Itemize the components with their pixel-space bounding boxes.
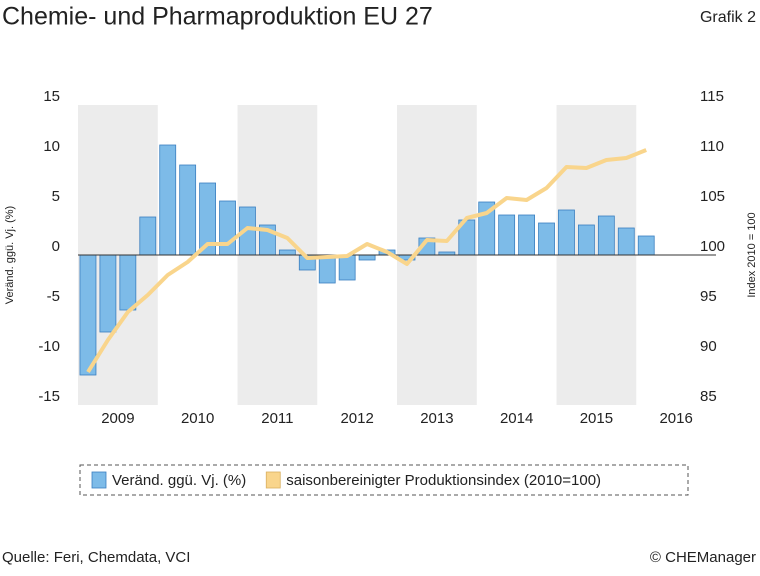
bar [159, 144, 177, 256]
bar [578, 224, 595, 256]
x-tick-label: 2012 [340, 410, 373, 427]
y-axis-title: Veränd. ggü. Vj. (%) [4, 206, 16, 304]
bar [79, 254, 97, 376]
source: Quelle: Feri, Chemdata, VCI [2, 549, 190, 566]
bar [338, 254, 356, 281]
x-tick-label: 2011 [261, 410, 293, 427]
y-tick-label: -10 [38, 338, 60, 355]
x-tick-label: 2014 [500, 410, 533, 427]
bar [617, 227, 635, 256]
y2-tick-label: 105 [700, 188, 725, 205]
x-tick-label: 2015 [580, 410, 613, 427]
x-tick-label: 2010 [181, 410, 214, 427]
legend-box [79, 464, 689, 496]
bar [498, 214, 516, 256]
bar [358, 254, 376, 261]
legend-swatch [265, 471, 281, 489]
title: Chemie- und Pharmaproduktion EU 27 [2, 3, 433, 31]
x-tick-label: 2016 [659, 410, 692, 427]
bar [179, 164, 197, 256]
bar [597, 215, 615, 256]
y2-tick-label: 95 [700, 288, 717, 305]
y2-tick-label: 100 [700, 238, 725, 255]
bar [99, 254, 117, 333]
y-tick-label: 5 [52, 188, 60, 205]
legend-label: Veränd. ggü. Vj. (%) [112, 472, 246, 489]
y-tick-label: 0 [52, 238, 60, 255]
y2-axis-title: Index 2010 = 100 [746, 212, 758, 297]
y-tick-label: -15 [38, 388, 60, 405]
y-tick-label: 10 [43, 138, 60, 155]
line [86, 148, 647, 374]
grafik-label: Grafik 2 [700, 9, 756, 26]
legend-swatch [91, 471, 107, 489]
y2-tick-label: 110 [700, 138, 724, 155]
legend-label: saisonbereinigter Produktionsindex (2010… [286, 472, 601, 489]
bar [538, 222, 555, 256]
bar [139, 216, 157, 256]
copyright: © CHEManager [650, 549, 756, 566]
bar [278, 249, 296, 256]
x-tick-label: 2009 [101, 410, 134, 427]
bar [518, 214, 535, 256]
bar [637, 235, 655, 256]
y2-tick-label: 85 [700, 388, 717, 405]
y2-tick-label: 90 [700, 338, 717, 355]
y-tick-label: -5 [47, 288, 60, 305]
bar [219, 200, 236, 256]
x-tick-label: 2013 [420, 410, 453, 427]
y-tick-label: 15 [43, 88, 60, 105]
y2-tick-label: 115 [700, 88, 724, 105]
bar [558, 209, 575, 256]
bar [119, 254, 137, 311]
